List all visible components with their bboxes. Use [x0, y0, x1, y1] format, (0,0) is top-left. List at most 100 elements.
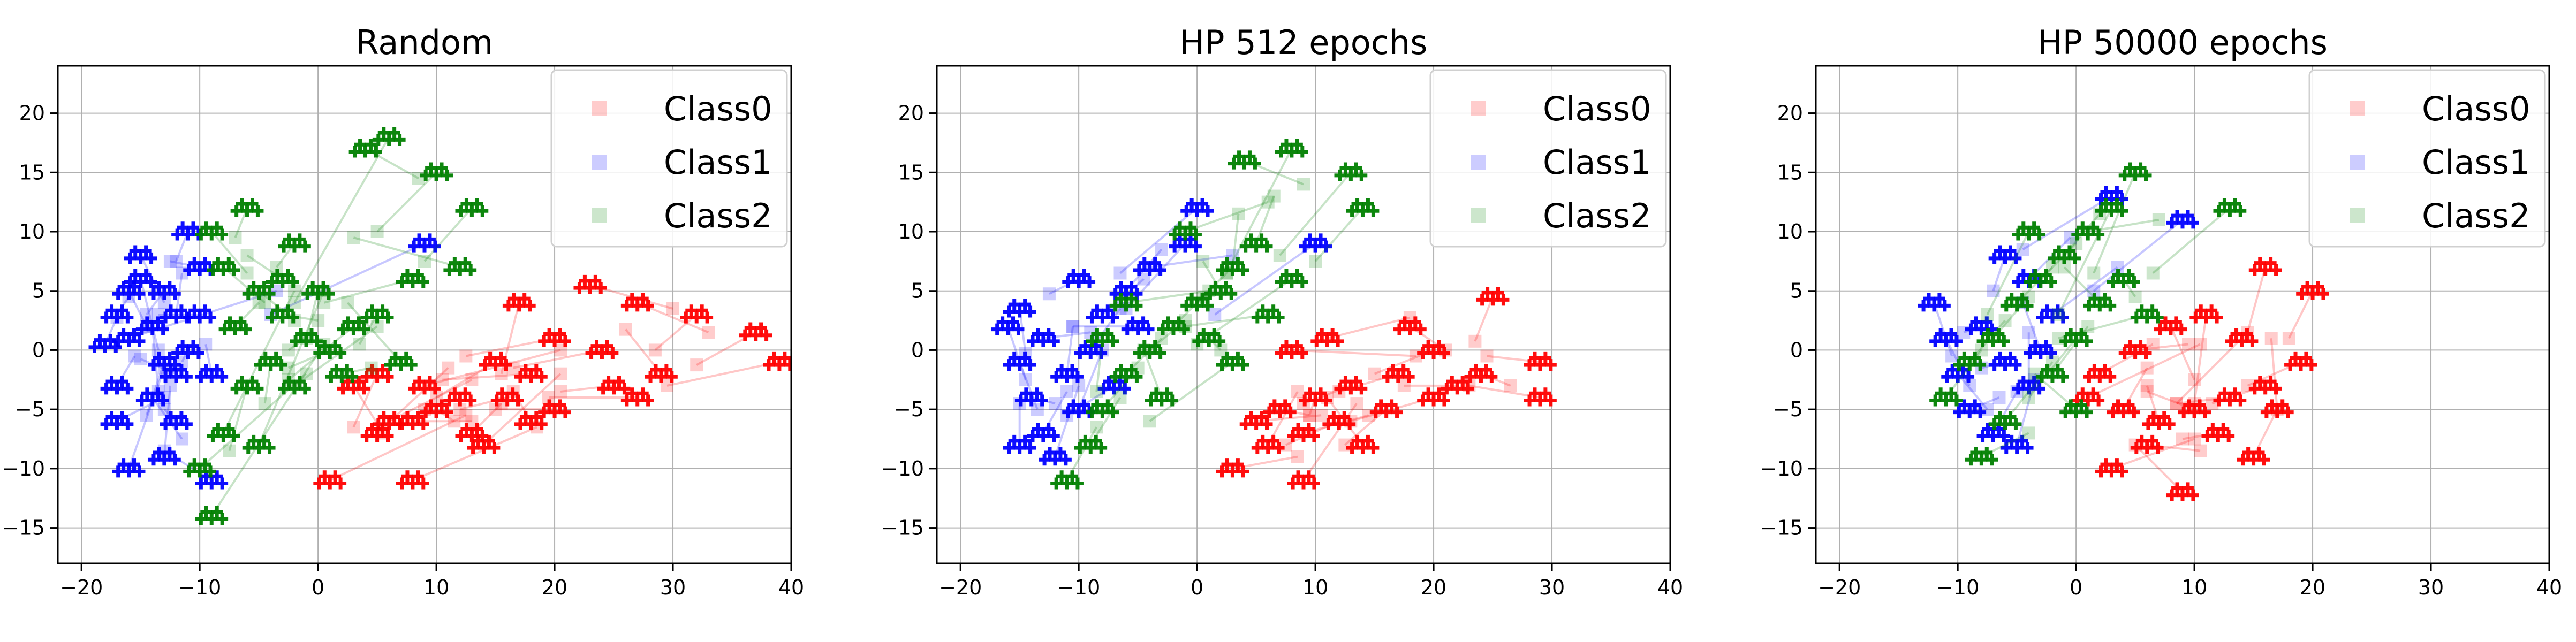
data-point [2029, 340, 2041, 352]
data-point [2147, 411, 2160, 423]
data-point [200, 506, 213, 518]
data-point [1334, 169, 1346, 181]
data-point [519, 411, 532, 423]
start-marker [1321, 391, 1334, 404]
data-point [389, 351, 401, 364]
data-point [2234, 205, 2247, 217]
trajectory-line [1225, 148, 1293, 274]
data-point [483, 434, 495, 447]
data-point [1998, 430, 2010, 442]
data-point [400, 351, 412, 364]
x-tick-label: 30 [660, 576, 686, 599]
data-point [1048, 430, 1060, 442]
data-point [1988, 252, 2001, 264]
data-point [1091, 328, 1103, 340]
data-point [1953, 406, 1965, 418]
start-marker [2140, 379, 2154, 392]
data-point [2094, 300, 2106, 312]
data-point [1095, 442, 1108, 454]
legend-marker [2350, 155, 2365, 170]
data-point [153, 280, 165, 293]
data-point [170, 311, 182, 324]
data-point [2317, 288, 2329, 300]
data-point [601, 340, 613, 352]
data-point [2083, 300, 2095, 312]
data-point [2051, 304, 2064, 317]
data-point [1375, 399, 1387, 411]
data-point [476, 205, 489, 217]
data-point [429, 240, 441, 253]
data-point [2111, 186, 2123, 198]
data-point [2224, 394, 2236, 407]
x-tick-label: −10 [1057, 576, 1100, 599]
data-point [443, 264, 456, 276]
start-marker [370, 225, 384, 238]
data-point [1320, 394, 1332, 407]
data-point [135, 394, 148, 407]
start-marker [1409, 349, 1422, 363]
data-point [1345, 383, 1357, 395]
data-point [1292, 423, 1305, 435]
data-point [1965, 454, 1977, 466]
data-point [2017, 376, 2029, 388]
data-point [313, 477, 325, 490]
data-point [2213, 394, 2225, 407]
data-point [329, 470, 342, 483]
data-point [2029, 269, 2041, 281]
start-marker [140, 409, 153, 422]
data-point [1250, 240, 1262, 253]
data-point [171, 347, 184, 359]
data-point [2183, 399, 2195, 411]
data-point [360, 430, 373, 442]
data-point [216, 371, 229, 383]
data-point [642, 300, 654, 312]
legend: Class0 Class1 Class2 [550, 69, 788, 248]
data-point [1987, 430, 1999, 442]
data-point [1387, 363, 1399, 376]
data-point [1220, 280, 1232, 293]
data-point [1992, 328, 2005, 340]
start-marker [1202, 284, 1216, 297]
data-point [1174, 221, 1186, 234]
data-point [299, 240, 311, 253]
data-point [2083, 371, 2095, 383]
data-point [2187, 489, 2199, 501]
data-point [2163, 418, 2176, 430]
data-point [2258, 454, 2270, 466]
data-point [2128, 276, 2140, 288]
data-point [264, 359, 277, 371]
data-point [342, 316, 354, 328]
data-point [124, 276, 136, 288]
trajectory-line [2170, 326, 2195, 380]
data-point [2134, 340, 2147, 352]
data-point [1928, 300, 1940, 312]
data-point [1457, 376, 1469, 388]
data-point [224, 316, 236, 328]
data-point [514, 418, 526, 430]
data-point [2036, 371, 2048, 383]
y-tick-label: −15 [1760, 516, 1803, 540]
x-tick-label: 0 [1191, 576, 1203, 599]
start-marker [300, 367, 313, 380]
trajectory-line [1291, 349, 1416, 357]
data-point [319, 470, 331, 483]
data-point [206, 477, 218, 490]
data-point [701, 311, 714, 324]
data-point [240, 323, 252, 335]
trajectory-line [1231, 213, 1240, 268]
data-point [1226, 465, 1239, 478]
data-point [305, 328, 317, 340]
start-marker [1957, 326, 1971, 339]
data-point [408, 240, 420, 253]
start-marker [1066, 320, 1080, 333]
start-marker [648, 343, 662, 357]
data-point [1062, 406, 1074, 418]
data-point [1544, 394, 1557, 407]
trajectory-line [2087, 343, 2201, 399]
data-point [1953, 359, 1965, 371]
data-point [524, 300, 536, 312]
data-point [122, 418, 134, 430]
data-point [1309, 240, 1322, 253]
data-point [1166, 394, 1178, 407]
start-marker [1403, 311, 1416, 324]
